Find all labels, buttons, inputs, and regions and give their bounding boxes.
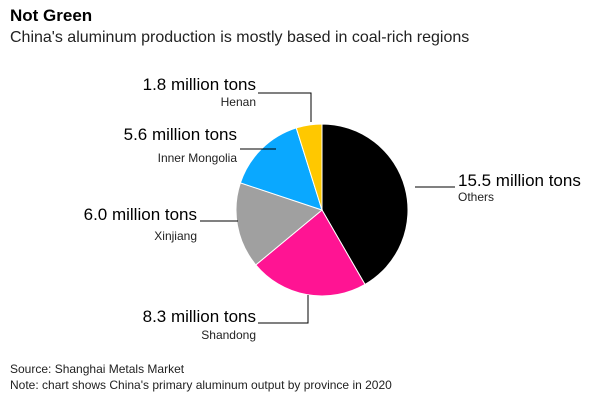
source-note: Source: Shanghai Metals Market — [10, 362, 185, 376]
data-label-henan: 1.8 million tons — [143, 75, 256, 94]
leader-line-henan — [258, 92, 312, 122]
data-label-inner-mongolia: 5.6 million tons — [124, 125, 237, 144]
slice-name-xinjiang: Xinjiang — [154, 229, 197, 243]
chart-title: Not Green — [10, 6, 93, 25]
pie-slice-others — [321, 123, 409, 286]
slice-name-shandong: Shandong — [201, 328, 256, 342]
pie-slice-shandong — [255, 209, 366, 297]
leader-line-shandong — [258, 295, 309, 324]
chart-subtitle: China's aluminum production is mostly ba… — [10, 29, 470, 46]
slice-name-inner-mongolia: Inner Mongolia — [158, 151, 238, 165]
slice-name-henan: Henan — [221, 95, 256, 109]
footnote: Note: chart shows China's primary alumin… — [10, 378, 392, 392]
data-label-xinjiang: 6.0 million tons — [84, 205, 197, 224]
data-label-shandong: 8.3 million tons — [143, 307, 256, 326]
slice-name-others: Others — [458, 190, 494, 204]
data-label-others: 15.5 million tons — [458, 171, 581, 190]
pie-slice-henan — [295, 123, 323, 211]
